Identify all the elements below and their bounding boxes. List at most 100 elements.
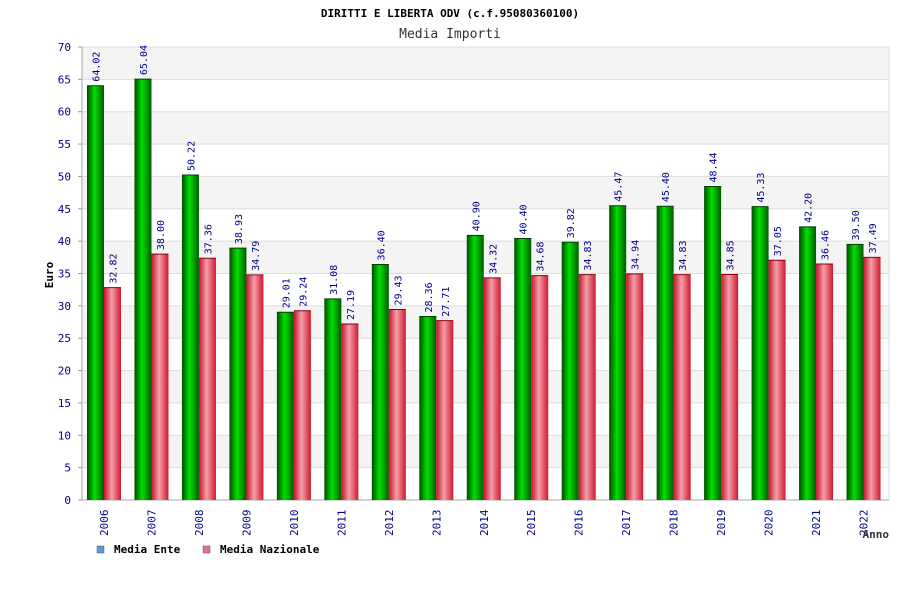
data-label: 65.04 bbox=[139, 45, 150, 75]
y-tick-label: 50 bbox=[58, 170, 71, 183]
data-label: 38.93 bbox=[234, 214, 245, 244]
bar-media-ente-2015 bbox=[514, 238, 532, 500]
data-label: 34.32 bbox=[488, 244, 499, 274]
bar-media-ente-2018 bbox=[656, 206, 674, 500]
x-tick-label: 2017 bbox=[620, 510, 633, 537]
plot-band bbox=[82, 176, 889, 209]
bar-media-nazionale-2022 bbox=[863, 257, 881, 500]
chart-subtitle: Media Importi bbox=[399, 27, 501, 42]
y-tick-label: 25 bbox=[58, 332, 71, 345]
data-label: 40.40 bbox=[519, 204, 530, 234]
y-tick-label: 35 bbox=[58, 268, 71, 281]
x-tick-label: 2009 bbox=[240, 510, 253, 537]
legend-label-media-nazionale: Media Nazionale bbox=[220, 543, 320, 556]
plot-band bbox=[82, 79, 889, 112]
bar-media-ente-2007 bbox=[134, 79, 152, 500]
x-tick-label: 2015 bbox=[525, 510, 538, 537]
data-label: 28.36 bbox=[424, 282, 435, 312]
bar-media-nazionale-2009 bbox=[246, 274, 264, 500]
x-tick-label: 2016 bbox=[573, 510, 586, 537]
y-tick-label: 45 bbox=[58, 203, 71, 216]
data-label: 36.40 bbox=[376, 230, 387, 260]
legend-swatch-media-ente bbox=[96, 545, 105, 554]
data-label: 36.46 bbox=[821, 230, 832, 260]
data-label: 37.05 bbox=[773, 226, 784, 256]
bar-media-ente-2013 bbox=[419, 316, 437, 500]
bar-media-nazionale-2015 bbox=[531, 275, 549, 500]
bar-media-nazionale-2006 bbox=[104, 287, 121, 500]
bar-media-ente-2010 bbox=[276, 312, 294, 500]
data-label: 40.90 bbox=[471, 201, 482, 231]
data-label: 45.47 bbox=[614, 172, 625, 202]
bar-media-nazionale-2012 bbox=[388, 309, 406, 500]
y-tick-label: 70 bbox=[58, 41, 71, 54]
bar-media-nazionale-2014 bbox=[483, 277, 501, 500]
x-tick-label: 2020 bbox=[763, 510, 776, 537]
y-tick-label: 60 bbox=[58, 106, 71, 119]
data-label: 32.82 bbox=[109, 253, 120, 283]
plot-band bbox=[82, 111, 889, 145]
legend-label-media-ente: Media Ente bbox=[114, 543, 181, 556]
x-tick-label: 2019 bbox=[715, 510, 728, 537]
x-tick-label: 2022 bbox=[858, 510, 871, 537]
y-tick-label: 15 bbox=[58, 397, 71, 410]
bar-media-nazionale-2007 bbox=[151, 254, 169, 500]
bar-media-nazionale-2013 bbox=[436, 320, 454, 500]
y-tick-label: 5 bbox=[64, 462, 71, 475]
x-tick-label: 2012 bbox=[383, 510, 396, 537]
data-label: 42.20 bbox=[804, 193, 815, 223]
x-tick-label: 2018 bbox=[668, 510, 681, 537]
data-label: 37.49 bbox=[868, 223, 879, 253]
x-tick-label: 2011 bbox=[335, 510, 348, 537]
data-label: 39.82 bbox=[566, 208, 577, 238]
data-label: 38.00 bbox=[156, 220, 167, 250]
bar-media-ente-2017 bbox=[609, 205, 627, 500]
bar-media-nazionale-2018 bbox=[673, 274, 691, 500]
data-label: 34.68 bbox=[536, 241, 547, 271]
y-tick-label: 40 bbox=[58, 235, 71, 248]
y-tick-label: 65 bbox=[58, 73, 71, 86]
data-label: 48.44 bbox=[709, 152, 720, 182]
legend: Media Ente Media Nazionale bbox=[96, 543, 320, 556]
x-tick-label: 2008 bbox=[193, 510, 206, 537]
x-axis-label: Anno bbox=[863, 528, 890, 541]
bar-media-ente-2021 bbox=[799, 226, 817, 501]
data-label: 64.02 bbox=[92, 52, 103, 82]
bar-media-ente-2022 bbox=[846, 244, 864, 500]
y-tick-label: 20 bbox=[58, 365, 71, 378]
bar-media-ente-2020 bbox=[751, 206, 769, 500]
bar-media-nazionale-2020 bbox=[768, 260, 786, 500]
bar-media-ente-2016 bbox=[561, 242, 579, 500]
y-tick-label: 30 bbox=[58, 300, 71, 313]
data-label: 29.24 bbox=[298, 277, 309, 307]
data-label: 50.22 bbox=[186, 141, 197, 171]
bar-media-nazionale-2010 bbox=[293, 310, 311, 500]
y-tick-label: 55 bbox=[58, 138, 71, 151]
bar-media-ente-2009 bbox=[229, 248, 247, 500]
data-label: 45.40 bbox=[661, 172, 672, 202]
bar-media-nazionale-2019 bbox=[721, 274, 739, 500]
legend-swatch-media-nazionale bbox=[202, 545, 211, 554]
bar-media-ente-2019 bbox=[704, 186, 722, 501]
data-label: 31.08 bbox=[329, 265, 340, 295]
data-label: 34.83 bbox=[583, 240, 594, 270]
y-axis-label: Euro bbox=[43, 261, 56, 288]
data-labels: 64.02 32.82 65.04 38.00 50.22 37.36 38.93 34.79… bbox=[92, 45, 880, 320]
bar-media-ente-2006 bbox=[87, 85, 104, 500]
data-label: 29.01 bbox=[281, 278, 292, 308]
y-axis-ticks: 0 5 10 15 20 25 30 35 40 45 50 55 60 65 70 bbox=[58, 41, 82, 507]
bars bbox=[87, 78, 881, 501]
data-label: 34.79 bbox=[251, 241, 262, 271]
y-tick-label: 10 bbox=[58, 429, 71, 442]
data-label: 34.94 bbox=[631, 240, 642, 270]
x-axis-ticks: 2006 2007 2008 2009 2010 2011 2012 2013 2014 2015… bbox=[98, 509, 871, 536]
bar-media-nazionale-2016 bbox=[578, 274, 596, 500]
x-tick-label: 2013 bbox=[430, 510, 443, 537]
bar-media-nazionale-2017 bbox=[626, 273, 644, 500]
x-tick-label: 2014 bbox=[478, 509, 491, 536]
chart-title: DIRITTI E LIBERTA ODV (c.f.95080360100) bbox=[321, 7, 579, 20]
bar-media-nazionale-2008 bbox=[198, 258, 216, 500]
bar-media-ente-2012 bbox=[371, 264, 389, 500]
x-tick-label: 2007 bbox=[145, 510, 158, 537]
